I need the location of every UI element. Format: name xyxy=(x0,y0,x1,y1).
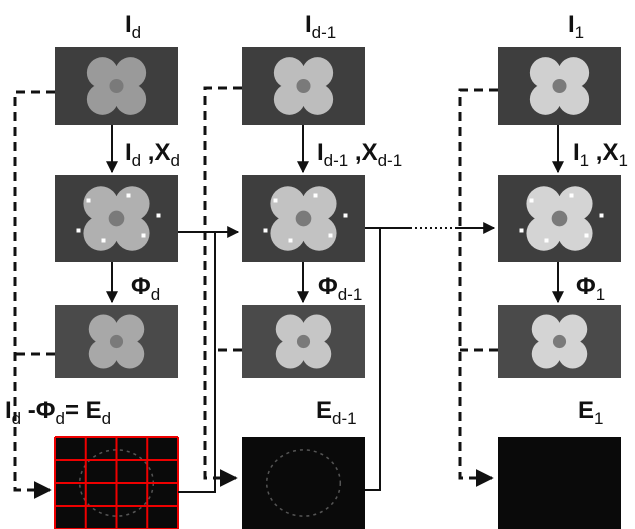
label-sub: d xyxy=(132,151,141,170)
sample-point xyxy=(87,199,91,203)
sample-point xyxy=(264,229,268,233)
titles: I1 xyxy=(568,11,584,42)
label-sub: d-1 xyxy=(324,151,349,170)
label-text: I xyxy=(573,139,580,166)
label-text: E xyxy=(578,397,594,424)
label-sub: 1 xyxy=(580,151,589,170)
label-text: I xyxy=(125,11,132,38)
phi-labels: Φd xyxy=(131,273,160,304)
flower-center xyxy=(296,211,312,227)
flower-center xyxy=(109,79,123,93)
sample-point xyxy=(102,239,106,243)
thumbnail xyxy=(242,305,365,378)
thumbnail xyxy=(55,175,178,262)
sample-point xyxy=(77,229,81,233)
label-text: ,X xyxy=(348,139,377,166)
sample-point xyxy=(329,234,333,238)
label-text: Φ xyxy=(131,273,151,300)
sample-point xyxy=(570,194,574,198)
thumbnail xyxy=(498,47,621,125)
label-sub: d xyxy=(56,409,65,428)
image-bg xyxy=(242,437,365,529)
label-text: Φ xyxy=(576,273,596,300)
label-text: -Φ xyxy=(21,397,55,424)
label-sub: d xyxy=(132,23,141,42)
sample-point xyxy=(157,214,161,218)
sample-point xyxy=(344,214,348,218)
sample-point xyxy=(289,239,293,243)
flower-center xyxy=(296,79,310,93)
label-text: I xyxy=(317,139,324,166)
thumbnail xyxy=(498,437,621,529)
label-sub: 1 xyxy=(594,409,603,428)
thumbnail xyxy=(498,175,621,262)
label-sub: d-1 xyxy=(378,151,403,170)
label-sub: d-1 xyxy=(312,23,337,42)
thumbnail xyxy=(55,437,178,529)
label-sub: d xyxy=(151,285,160,304)
label-text: I xyxy=(5,397,12,424)
thumbnail xyxy=(498,305,621,378)
thumbnail xyxy=(242,437,365,529)
label-text: ,X xyxy=(141,139,170,166)
label-sub: d xyxy=(102,409,111,428)
thumbnail xyxy=(242,47,365,125)
pair-labels: Id ,Xd xyxy=(125,139,180,170)
label-text: I xyxy=(125,139,132,166)
label-text: Φ xyxy=(318,273,338,300)
diagram: IdId-1I1Id ,XdId-1 ,Xd-1I1 ,X1ΦdΦd-1Φ1Id… xyxy=(0,0,635,529)
sample-point xyxy=(314,194,318,198)
connectors xyxy=(15,88,558,492)
error-labels: Ed-1 xyxy=(316,397,357,428)
label-sub: 1 xyxy=(618,151,627,170)
error-labels: E1 xyxy=(578,397,603,428)
flower-center xyxy=(552,79,566,93)
sample-point xyxy=(600,214,604,218)
sample-point xyxy=(585,234,589,238)
label-sub: 1 xyxy=(596,285,605,304)
phi-labels: Φ1 xyxy=(576,273,605,304)
label-sub: d-1 xyxy=(338,285,363,304)
sample-point xyxy=(127,194,131,198)
label-text: I xyxy=(568,11,575,38)
titles: Id-1 xyxy=(305,11,336,42)
sample-point xyxy=(520,229,524,233)
thumbnail xyxy=(55,305,178,378)
thumbnail xyxy=(55,47,178,125)
flower-center xyxy=(110,335,123,348)
phi-labels: Φd-1 xyxy=(318,273,362,304)
error-labels: Id -Φd= Ed xyxy=(5,397,111,428)
label-text: ,X xyxy=(589,139,618,166)
label-text: I xyxy=(305,11,312,38)
sample-point xyxy=(274,199,278,203)
flower-center xyxy=(109,211,125,227)
label-sub: 1 xyxy=(575,23,584,42)
sample-point xyxy=(545,239,549,243)
label-text: = E xyxy=(65,397,102,424)
sample-point xyxy=(530,199,534,203)
flower-center xyxy=(297,335,310,348)
flower-center xyxy=(553,335,566,348)
label-sub: d xyxy=(170,151,179,170)
pair-labels: Id-1 ,Xd-1 xyxy=(317,139,402,170)
thumbnail xyxy=(242,175,365,262)
image-bg xyxy=(498,437,621,529)
label-sub: d xyxy=(12,409,21,428)
label-text: E xyxy=(316,397,332,424)
sample-point xyxy=(142,234,146,238)
pair-labels: I1 ,X1 xyxy=(573,139,628,170)
flower-center xyxy=(552,211,568,227)
label-sub: d-1 xyxy=(332,409,357,428)
titles: Id xyxy=(125,11,141,42)
